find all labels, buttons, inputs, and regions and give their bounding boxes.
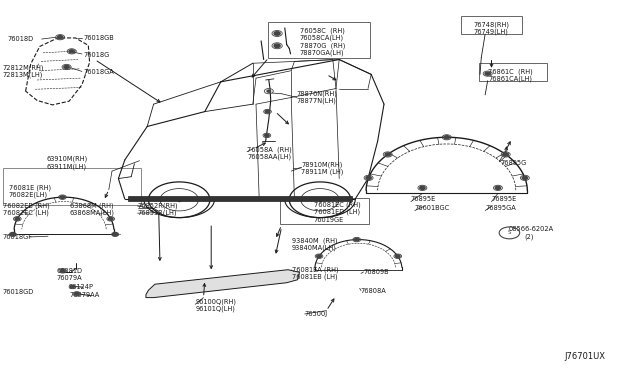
Text: 72813M(LH): 72813M(LH) [3, 72, 43, 78]
Text: 76079AA: 76079AA [69, 292, 99, 298]
Text: 76601BGC: 76601BGC [415, 205, 450, 211]
Text: 76082EC (LH): 76082EC (LH) [3, 209, 49, 216]
Text: 76853R(LH): 76853R(LH) [138, 210, 177, 217]
Text: 76861C  (RH): 76861C (RH) [488, 68, 533, 75]
Text: 76082E(LH): 76082E(LH) [9, 192, 48, 198]
Circle shape [274, 32, 280, 35]
Text: 63081D: 63081D [56, 268, 83, 274]
Text: 76809B: 76809B [364, 269, 389, 275]
Text: 76018G: 76018G [83, 52, 109, 58]
Text: (2): (2) [525, 233, 534, 240]
FancyBboxPatch shape [128, 196, 352, 201]
Text: 76018GF: 76018GF [3, 234, 33, 240]
Text: 63910M(RH): 63910M(RH) [46, 156, 87, 163]
Text: 76500J: 76500J [305, 311, 328, 317]
Circle shape [58, 36, 63, 39]
Text: 78910M(RH): 78910M(RH) [301, 162, 343, 169]
Text: 96100Q(RH): 96100Q(RH) [195, 299, 236, 305]
Text: 76081EC (RH): 76081EC (RH) [314, 202, 360, 208]
Circle shape [74, 292, 79, 295]
Text: 76058A  (RH): 76058A (RH) [247, 146, 292, 153]
Text: 76082EB (RH): 76082EB (RH) [3, 202, 49, 209]
Text: 72812M(RH): 72812M(RH) [3, 64, 44, 71]
Text: 76018GD: 76018GD [3, 289, 34, 295]
Circle shape [69, 50, 74, 53]
Text: J76701UX: J76701UX [564, 352, 605, 361]
Circle shape [64, 65, 69, 68]
Text: 76081ED (LH): 76081ED (LH) [314, 209, 360, 215]
Circle shape [522, 176, 527, 179]
Text: 63868M (RH): 63868M (RH) [70, 202, 114, 209]
Circle shape [495, 186, 500, 189]
Text: 08566-6202A: 08566-6202A [509, 226, 554, 232]
Circle shape [420, 186, 425, 189]
Circle shape [485, 72, 490, 75]
Circle shape [10, 232, 16, 236]
Text: 63868MA(LH): 63868MA(LH) [69, 209, 114, 216]
Text: 76058C  (RH): 76058C (RH) [300, 27, 344, 34]
Text: 78877N(LH): 78877N(LH) [297, 97, 337, 104]
Circle shape [366, 176, 371, 179]
Text: 76081EB (LH): 76081EB (LH) [292, 273, 337, 280]
Text: 93840M  (RH): 93840M (RH) [292, 238, 337, 244]
Circle shape [265, 110, 270, 113]
Circle shape [264, 134, 269, 137]
Text: 76895E: 76895E [492, 196, 516, 202]
Circle shape [444, 136, 449, 139]
Text: 78870G  (RH): 78870G (RH) [300, 43, 345, 49]
Circle shape [267, 90, 271, 92]
Circle shape [396, 255, 400, 257]
Circle shape [60, 269, 65, 272]
Text: 76749(LH): 76749(LH) [474, 29, 508, 35]
Text: S: S [508, 230, 511, 235]
Circle shape [317, 255, 321, 257]
Circle shape [112, 232, 118, 236]
Circle shape [70, 286, 74, 288]
Text: 76019GE: 76019GE [314, 217, 344, 223]
Text: 76852R(RH): 76852R(RH) [138, 203, 178, 209]
Text: 96124P: 96124P [69, 284, 94, 290]
Text: 76018D: 76018D [8, 36, 34, 42]
Circle shape [385, 153, 390, 156]
Text: 78870GA(LH): 78870GA(LH) [300, 50, 344, 57]
Text: 76808A: 76808A [361, 288, 387, 294]
Text: 76081EA (RH): 76081EA (RH) [292, 266, 339, 273]
Text: 76058AA(LH): 76058AA(LH) [247, 153, 291, 160]
Circle shape [108, 218, 113, 220]
Text: 78876N(RH): 78876N(RH) [297, 90, 338, 97]
Text: 76895GA: 76895GA [485, 205, 516, 211]
Text: 78911M (LH): 78911M (LH) [301, 169, 344, 176]
Text: 76748(RH): 76748(RH) [474, 22, 509, 28]
Text: 76018GB: 76018GB [83, 35, 114, 41]
Text: 76895G: 76895G [500, 160, 527, 166]
Text: 76018GA: 76018GA [83, 69, 114, 75]
Circle shape [60, 196, 65, 199]
Circle shape [355, 238, 359, 241]
Text: 76081E (RH): 76081E (RH) [9, 185, 51, 191]
Text: 76861CA(LH): 76861CA(LH) [488, 75, 532, 82]
Text: 93840MA(LH): 93840MA(LH) [292, 245, 337, 251]
Text: 76895E: 76895E [411, 196, 436, 202]
Text: 96101Q(LH): 96101Q(LH) [195, 306, 235, 312]
Text: 76058CA(LH): 76058CA(LH) [300, 34, 344, 41]
Polygon shape [146, 270, 300, 298]
Circle shape [274, 44, 280, 48]
Text: 63911M(LH): 63911M(LH) [46, 163, 86, 170]
Circle shape [15, 218, 20, 220]
Text: 76079A: 76079A [56, 275, 82, 280]
Circle shape [503, 153, 508, 156]
